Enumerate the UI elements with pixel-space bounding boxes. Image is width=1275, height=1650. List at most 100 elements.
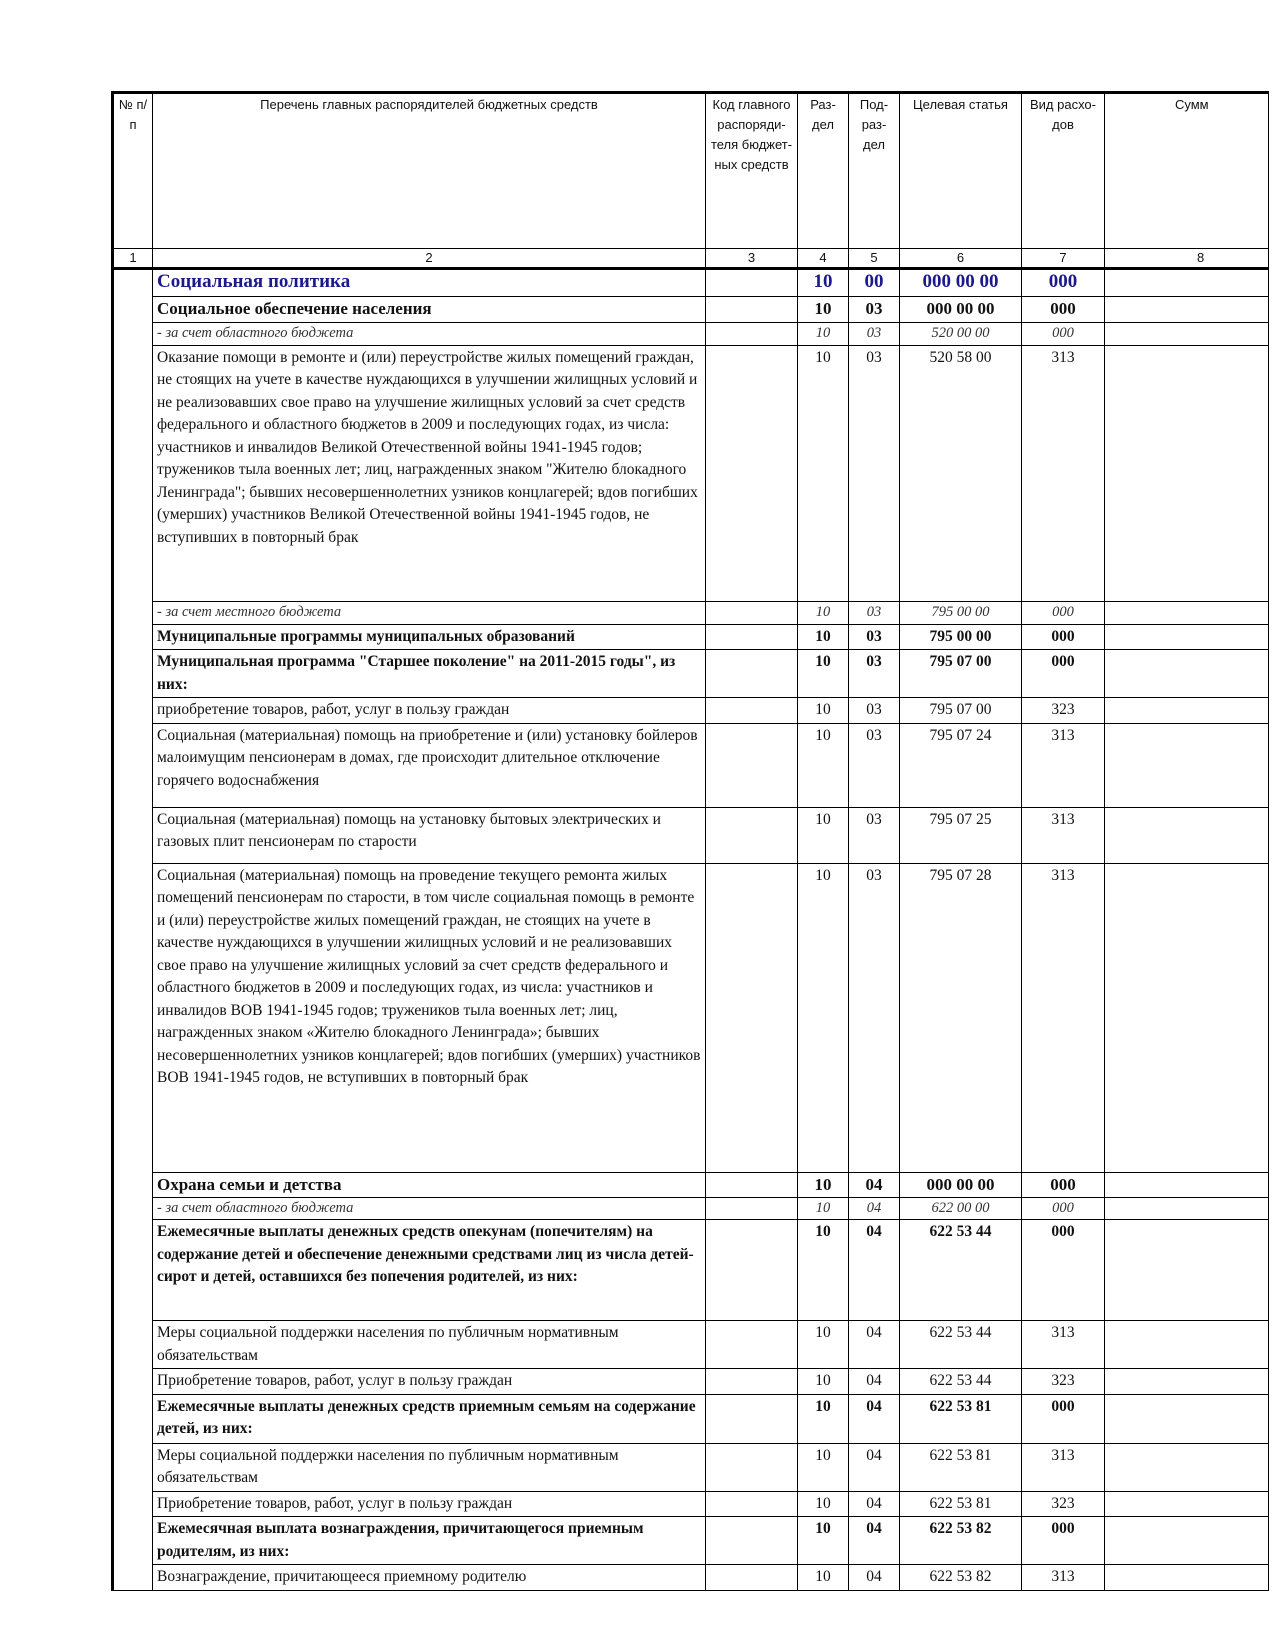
target-article-cell: 000 00 00 xyxy=(899,268,1022,297)
razdel-cell: 10 xyxy=(797,623,849,650)
podrazdel-cell: 04 xyxy=(848,1320,900,1369)
sum-cell xyxy=(1104,697,1269,724)
expense-type-cell: 000 xyxy=(1021,1516,1105,1565)
expense-type-cell: 323 xyxy=(1021,697,1105,724)
table-row: Социальная (материальная) помощь на пров… xyxy=(113,862,1269,1173)
table-row: Приобретение товаров, работ, услуг в пол… xyxy=(113,1368,1269,1395)
expense-type-cell: 313 xyxy=(1021,1320,1105,1369)
code-cell xyxy=(705,296,798,323)
podrazdel-cell: 04 xyxy=(848,1442,900,1492)
expense-type-cell: 000 xyxy=(1021,649,1105,698)
item-name: Приобретение товаров, работ, услуг в пол… xyxy=(152,1368,706,1395)
target-article-cell: 622 53 81 xyxy=(899,1442,1022,1492)
header-expense-type: Вид расхо-дов xyxy=(1021,91,1105,249)
table-row: Социальная (материальная) помощь на прио… xyxy=(113,722,1269,808)
code-cell xyxy=(705,1171,798,1198)
header-code: Код главного распоряди-теля бюджет-ных с… xyxy=(705,91,798,249)
item-name: - за счет областного бюджета xyxy=(152,1197,706,1220)
razdel-cell: 10 xyxy=(797,1219,849,1321)
expense-type-cell: 000 xyxy=(1021,296,1105,323)
expense-type-cell: 323 xyxy=(1021,1490,1105,1517)
item-name: Ежемесячная выплата вознаграждения, прич… xyxy=(152,1516,706,1565)
code-cell xyxy=(705,1490,798,1517)
header-podrazdel: Под-раз-дел xyxy=(848,91,900,249)
expense-type-cell: 000 xyxy=(1021,1171,1105,1198)
expense-type-cell: 313 xyxy=(1021,806,1105,864)
table-row: Социальная (материальная) помощь на уста… xyxy=(113,806,1269,864)
code-cell xyxy=(705,806,798,864)
podrazdel-cell: 04 xyxy=(848,1171,900,1198)
target-article-cell: 622 53 82 xyxy=(899,1516,1022,1565)
expense-type-cell: 323 xyxy=(1021,1368,1105,1395)
sum-cell xyxy=(1104,1393,1269,1444)
table-row: Вознаграждение, причитающееся приемному … xyxy=(113,1564,1269,1591)
podrazdel-cell: 03 xyxy=(848,697,900,724)
podrazdel-cell: 03 xyxy=(848,649,900,698)
code-cell xyxy=(705,697,798,724)
target-article-cell: 795 07 00 xyxy=(899,697,1022,724)
sum-cell xyxy=(1104,296,1269,323)
column-number: 1 xyxy=(111,248,153,270)
item-name: Меры социальной поддержки населения по п… xyxy=(152,1442,706,1492)
sum-cell xyxy=(1104,1442,1269,1492)
item-name: - за счет местного бюджета xyxy=(152,600,706,625)
podrazdel-cell: 03 xyxy=(848,600,900,625)
code-cell xyxy=(705,1368,798,1395)
code-cell xyxy=(705,600,798,625)
column-number: 3 xyxy=(705,248,798,270)
target-article-cell: 795 07 25 xyxy=(899,806,1022,864)
target-article-cell: 622 53 44 xyxy=(899,1368,1022,1395)
sum-cell xyxy=(1104,1516,1269,1565)
expense-type-cell: 313 xyxy=(1021,1564,1105,1591)
sum-cell xyxy=(1104,321,1269,346)
razdel-cell: 10 xyxy=(797,1197,849,1220)
code-cell xyxy=(705,1393,798,1444)
item-name: Муниципальные программы муниципальных об… xyxy=(152,623,706,650)
code-cell xyxy=(705,1219,798,1321)
table-row: Оказание помощи в ремонте и (или) переус… xyxy=(113,344,1269,602)
podrazdel-cell: 04 xyxy=(848,1219,900,1321)
expense-type-cell: 000 xyxy=(1021,600,1105,625)
table-row: Ежемесячные выплаты денежных средств при… xyxy=(113,1393,1269,1444)
sum-cell xyxy=(1104,806,1269,864)
sum-cell xyxy=(1104,649,1269,698)
header-target-article: Целевая статья xyxy=(899,91,1022,249)
table-row: Охрана семьи и детства 10 04 000 00 00 000 xyxy=(113,1171,1269,1198)
column-number-row: 1 2 3 4 5 6 7 8 xyxy=(111,248,1269,270)
sum-cell xyxy=(1104,1368,1269,1395)
table-row: - за счет местного бюджета 10 03 795 00 00 0… xyxy=(113,600,1269,625)
expense-type-cell: 000 xyxy=(1021,1393,1105,1444)
razdel-cell: 10 xyxy=(797,1564,849,1591)
expense-type-cell: 000 xyxy=(1021,321,1105,346)
item-name: Социальная (материальная) помощь на прио… xyxy=(152,722,706,808)
item-name: - за счет областного бюджета xyxy=(152,321,706,346)
sum-cell xyxy=(1104,1490,1269,1517)
item-name: Муниципальная программа "Старшее поколен… xyxy=(152,649,706,698)
table-row: Приобретение товаров, работ, услуг в пол… xyxy=(113,1490,1269,1517)
code-cell xyxy=(705,623,798,650)
expense-type-cell: 000 xyxy=(1021,1197,1105,1220)
razdel-cell: 10 xyxy=(797,1393,849,1444)
header-row: № п/п Перечень главных распорядителей бю… xyxy=(111,91,1269,249)
table-row: Муниципальная программа "Старшее поколен… xyxy=(113,649,1269,698)
item-name: Охрана семьи и детства xyxy=(152,1171,706,1198)
expense-type-cell: 313 xyxy=(1021,862,1105,1173)
razdel-cell: 10 xyxy=(797,697,849,724)
expense-type-cell: 313 xyxy=(1021,1442,1105,1492)
razdel-cell: 10 xyxy=(797,722,849,808)
sum-cell xyxy=(1104,1197,1269,1220)
target-article-cell: 520 58 00 xyxy=(899,344,1022,602)
podrazdel-cell: 03 xyxy=(848,321,900,346)
header-name: Перечень главных распорядителей бюджетны… xyxy=(152,91,706,249)
sum-cell xyxy=(1104,1320,1269,1369)
item-name: Социальная (материальная) помощь на пров… xyxy=(152,862,706,1173)
podrazdel-cell: 04 xyxy=(848,1197,900,1220)
target-article-cell: 622 53 81 xyxy=(899,1393,1022,1444)
razdel-cell: 10 xyxy=(797,1368,849,1395)
target-article-cell: 622 53 44 xyxy=(899,1320,1022,1369)
expense-type-cell: 000 xyxy=(1021,623,1105,650)
table-row: Меры социальной поддержки населения по п… xyxy=(113,1320,1269,1369)
target-article-cell: 000 00 00 xyxy=(899,296,1022,323)
table-row: Социальное обеспечение населения 10 03 000 … xyxy=(113,296,1269,323)
code-cell xyxy=(705,1516,798,1565)
